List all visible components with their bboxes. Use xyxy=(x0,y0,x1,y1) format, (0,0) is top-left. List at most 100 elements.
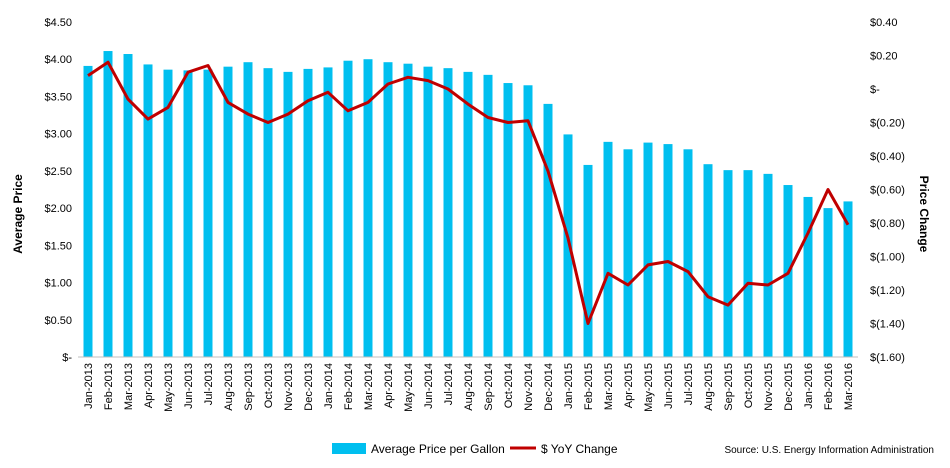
x-tick-label: Jun-2013 xyxy=(183,363,195,409)
bar xyxy=(643,142,653,357)
bar xyxy=(443,68,453,358)
x-tick-label: Sep-2015 xyxy=(723,363,735,411)
x-tick-label: Jul-2015 xyxy=(683,363,695,405)
right-axis-title: Price Change xyxy=(917,176,931,253)
bar xyxy=(743,170,753,357)
x-tick-label: Jan-2015 xyxy=(563,363,575,409)
x-tick-label: Feb-2014 xyxy=(343,363,355,410)
bar xyxy=(563,134,573,357)
left-axis-ticks: $- $0.50 $1.00 $1.50 $2.00 $2.50 $3.00 $3.50 $4.… xyxy=(44,17,72,364)
legend-line-label: $ YoY Change xyxy=(541,442,618,456)
left-tick-label: $4.00 xyxy=(44,54,72,66)
bar xyxy=(183,70,193,357)
bar xyxy=(223,66,233,358)
right-tick-label: $0.20 xyxy=(870,51,898,63)
bar xyxy=(523,85,533,358)
right-tick-label: $(1.40) xyxy=(870,319,905,331)
legend-bar-swatch xyxy=(332,443,366,454)
x-tick-label: Apr-2014 xyxy=(383,363,395,408)
bar xyxy=(763,173,773,357)
bar xyxy=(403,63,413,357)
right-tick-label: $0.40 xyxy=(870,17,898,29)
right-tick-label: $(0.80) xyxy=(870,218,905,230)
bar xyxy=(803,196,813,357)
x-axis-ticks: Jan-2013 Feb-2013 Mar-2013 Apr-2013 May-2013… xyxy=(83,363,855,412)
bar xyxy=(603,141,613,357)
bar xyxy=(423,66,433,358)
right-tick-label: $(1.20) xyxy=(870,285,905,297)
x-tick-label: Oct-2013 xyxy=(263,363,275,408)
bar xyxy=(583,164,593,357)
bar xyxy=(683,149,693,357)
bar xyxy=(623,149,633,357)
x-tick-label: Mar-2015 xyxy=(603,363,615,410)
bar xyxy=(823,208,833,357)
right-tick-label: $(1.00) xyxy=(870,252,905,264)
x-tick-label: Jan-2016 xyxy=(803,363,815,409)
x-tick-label: Sep-2014 xyxy=(483,363,495,411)
x-tick-label: May-2013 xyxy=(163,363,175,412)
bar-series xyxy=(83,51,853,358)
x-tick-label: Dec-2014 xyxy=(543,363,555,411)
x-tick-label: May-2014 xyxy=(403,363,415,412)
x-tick-label: Nov-2015 xyxy=(763,363,775,411)
bar xyxy=(83,65,93,357)
x-tick-label: Mar-2016 xyxy=(843,363,855,410)
bar xyxy=(163,69,173,358)
bar xyxy=(283,71,293,357)
bar xyxy=(463,71,473,357)
left-tick-label: $1.00 xyxy=(44,278,72,290)
x-tick-label: Feb-2016 xyxy=(823,363,835,410)
bar xyxy=(243,62,253,357)
bar xyxy=(123,54,133,358)
x-tick-label: Jun-2015 xyxy=(663,363,675,409)
bar xyxy=(323,67,333,358)
x-tick-label: Aug-2013 xyxy=(223,363,235,411)
x-tick-label: Jun-2014 xyxy=(423,363,435,409)
x-tick-label: Feb-2015 xyxy=(583,363,595,410)
x-tick-label: Dec-2015 xyxy=(783,363,795,411)
x-tick-label: Dec-2013 xyxy=(303,363,315,411)
x-tick-label: Aug-2014 xyxy=(463,363,475,411)
x-tick-label: Mar-2013 xyxy=(123,363,135,410)
x-tick-label: Aug-2015 xyxy=(703,363,715,411)
source-note: Source: U.S. Energy Information Administ… xyxy=(724,445,934,456)
bar xyxy=(103,51,113,358)
x-tick-label: Apr-2013 xyxy=(143,363,155,408)
legend: Average Price per Gallon $ YoY Change xyxy=(332,442,618,456)
right-tick-label: $(0.60) xyxy=(870,185,905,197)
bar xyxy=(703,164,713,357)
x-tick-label: Sep-2013 xyxy=(243,363,255,411)
left-tick-label: $1.50 xyxy=(44,240,72,252)
bar xyxy=(343,60,353,357)
left-tick-label: $2.00 xyxy=(44,203,72,215)
bar xyxy=(263,68,273,358)
bar xyxy=(503,83,513,358)
right-tick-label: $(0.40) xyxy=(870,151,905,163)
right-tick-label: $(0.20) xyxy=(870,118,905,130)
x-tick-label: Jul-2013 xyxy=(203,363,215,405)
bar xyxy=(843,201,853,357)
left-tick-label: $0.50 xyxy=(44,315,72,327)
x-tick-label: Nov-2013 xyxy=(283,363,295,411)
yoy-change-line xyxy=(87,60,850,325)
x-tick-label: Mar-2014 xyxy=(363,363,375,410)
x-tick-label: Jan-2014 xyxy=(323,363,335,409)
bar xyxy=(543,103,553,357)
right-tick-label: $(1.60) xyxy=(870,352,905,364)
left-tick-label: $2.50 xyxy=(44,166,72,178)
bar xyxy=(143,64,153,357)
left-axis-title: Average Price xyxy=(11,174,25,254)
line-series xyxy=(87,60,850,325)
legend-bar-label: Average Price per Gallon xyxy=(371,442,505,456)
bar xyxy=(483,74,493,357)
left-tick-label: $3.50 xyxy=(44,91,72,103)
bar xyxy=(303,68,313,358)
bar xyxy=(203,69,213,358)
x-tick-label: May-2015 xyxy=(643,363,655,412)
x-tick-label: Oct-2015 xyxy=(743,363,755,408)
bar xyxy=(663,144,673,357)
x-tick-label: Jul-2014 xyxy=(443,363,455,405)
x-tick-label: Jan-2013 xyxy=(83,363,95,409)
